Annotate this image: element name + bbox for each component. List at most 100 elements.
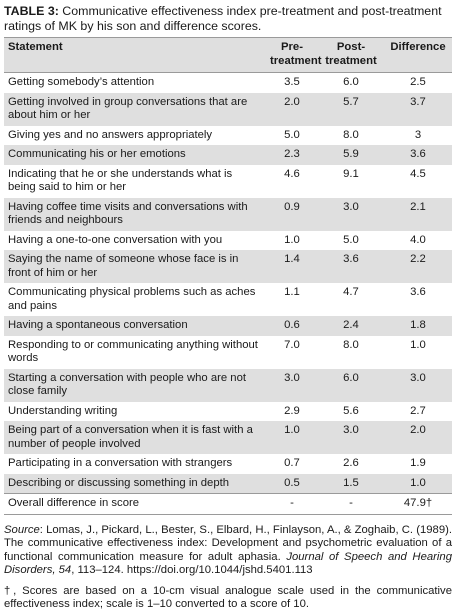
post-cell: 3.0 (318, 197, 384, 231)
post-cell: 8.0 (343, 338, 359, 351)
statement-cell: Participating in a conversation with str… (8, 457, 233, 469)
source-label: Source (4, 523, 40, 536)
post-cell: 6.0 (343, 76, 359, 88)
post-cell: 4.7 (343, 286, 359, 298)
post-cell: 3.6 (318, 250, 384, 283)
pre-cell: 3.5 (284, 76, 300, 88)
table-notes: Source: Lomas, J., Pickard, L., Bester, … (4, 524, 452, 612)
difference-cell: 3.6 (384, 145, 452, 165)
table-row: Understanding writing 2.9 5.6 2.7 (4, 402, 452, 422)
pre-cell: 2.9 (284, 404, 300, 417)
table-row: Getting somebody’s attention 3.5 6.0 2.5 (4, 73, 452, 93)
post-cell: 8.0 (343, 128, 359, 141)
difference-cell: 2.0 (384, 421, 452, 454)
pre-cell: 0.6 (266, 316, 318, 336)
difference-cell: 2.5 (410, 76, 426, 88)
total-row: Overall difference in score - -47.9† (4, 493, 452, 515)
pre-cell: 1.4 (266, 250, 318, 283)
header-difference: Difference (390, 41, 446, 53)
statement-cell: Being part of a conversation when it is … (4, 421, 266, 454)
table-row: Communicating physical problems such as … (4, 283, 452, 316)
table-row: Having a spontaneous conversation 0.6 2.4 1… (4, 316, 452, 336)
pre-cell: 5.0 (284, 128, 300, 141)
difference-cell: 47.9† (384, 493, 452, 515)
header-post: Post-treatment (325, 41, 377, 67)
pre-cell: 1.0 (284, 233, 300, 246)
table-row: Participating in a conversation with str… (4, 454, 452, 474)
pre-cell: 0.9 (266, 197, 318, 231)
pre-cell: 7.0 (284, 338, 300, 351)
table-row: Indicating that he or she understands wh… (4, 165, 452, 198)
table-row: Getting involved in group conversations … (4, 92, 452, 126)
table-label: TABLE 3: (4, 4, 59, 18)
pre-cell: 4.6 (284, 167, 300, 180)
table-body: Getting somebody’s attention 3.5 6.0 2.5 Get… (4, 73, 452, 515)
post-cell: 3.0 (318, 421, 384, 454)
table-caption: TABLE 3: Communicative effectiveness ind… (4, 4, 452, 34)
post-cell: 9.1 (343, 167, 359, 180)
difference-cell: 3.7 (384, 92, 452, 126)
post-cell: 2.4 (318, 316, 384, 336)
table-row: Responding to or communicating anything … (4, 336, 452, 369)
statement-cell: Understanding writing (8, 404, 118, 417)
difference-cell: 4.0 (410, 233, 426, 246)
post-cell: 5.6 (343, 404, 359, 417)
statement-cell: Having a spontaneous conversation (4, 316, 266, 336)
difference-cell: 4.5 (410, 167, 426, 180)
statement-cell: Having coffee time visits and conversati… (4, 197, 266, 231)
pre-cell: - (266, 493, 318, 515)
post-cell: - (318, 493, 384, 515)
table-row: Having coffee time visits and conversati… (4, 197, 452, 231)
source-text: : Lomas, J., Pickard, L., Bester, S., El… (4, 523, 452, 563)
table-row: Having a one-to-one conversation with yo… (4, 231, 452, 251)
pre-cell: 3.0 (266, 368, 318, 402)
statement-cell: Having a one-to-one conversation with yo… (8, 233, 223, 246)
post-cell: 6.0 (318, 368, 384, 402)
post-cell: 2.6 (343, 457, 359, 469)
difference-cell: 2.1 (384, 197, 452, 231)
statement-cell: Responding to or communicating anything … (8, 338, 258, 365)
pre-cell: 1.0 (266, 421, 318, 454)
difference-cell: 1.8 (384, 316, 452, 336)
difference-cell: 1.9 (410, 457, 426, 469)
statement-cell: Starting a conversation with people who … (4, 368, 266, 402)
statement-cell: Getting involved in group conversations … (4, 92, 266, 126)
pre-cell: 0.7 (284, 457, 300, 469)
statement-cell: Communicating physical problems such as … (8, 286, 256, 312)
source-journal: Journal of Speech and Hearing Disorders,… (4, 550, 452, 577)
source-tail: , 113–124. https://doi.org/10.1044/jshd.… (71, 564, 313, 576)
table-row: Giving yes and no answers appropriately 5… (4, 126, 452, 146)
difference-cell: 3.6 (410, 286, 426, 298)
statement-cell: Indicating that he or she understands wh… (8, 167, 233, 194)
results-table: Statement Pre-treatment Post-treatment D… (4, 37, 452, 515)
statement-cell: Giving yes and no answers appropriately (8, 128, 213, 141)
table-row: Communicating his or her emotions 2.3 5.9 3… (4, 145, 452, 165)
post-cell: 5.0 (343, 233, 359, 246)
header-pre: Pre-treatment (270, 41, 322, 67)
table-title: Communicative effectiveness index pre-tr… (4, 4, 442, 33)
table-row: Saying the name of someone whose face is… (4, 250, 452, 283)
table-row: Being part of a conversation when it is … (4, 421, 452, 454)
difference-cell: 1.0 (410, 338, 426, 351)
pre-cell: 0.5 (266, 473, 318, 494)
statement-cell: Overall difference in score (4, 493, 266, 515)
header-statement: Statement (8, 41, 63, 53)
pre-cell: 2.3 (266, 145, 318, 165)
difference-cell: 1.0 (384, 473, 452, 494)
post-cell: 1.5 (318, 473, 384, 494)
table-row: Describing or discussing something in de… (4, 473, 452, 494)
pre-cell: 2.0 (266, 92, 318, 126)
footnote: †, Scores are based on a 10-cm visual an… (4, 584, 452, 611)
pre-cell: 1.1 (284, 286, 300, 298)
statement-cell: Saying the name of someone whose face is… (4, 250, 266, 283)
table-header-row: Statement Pre-treatment Post-treatment D… (4, 37, 452, 73)
statement-cell: Getting somebody’s attention (8, 76, 155, 88)
difference-cell: 2.7 (410, 404, 426, 417)
difference-cell: 3.0 (384, 368, 452, 402)
difference-cell: 3 (414, 128, 422, 141)
difference-cell: 2.2 (384, 250, 452, 283)
statement-cell: Describing or discussing something in de… (4, 473, 266, 494)
source-note: Source: Lomas, J., Pickard, L., Bester, … (4, 524, 452, 578)
statement-cell: Communicating his or her emotions (4, 145, 266, 165)
